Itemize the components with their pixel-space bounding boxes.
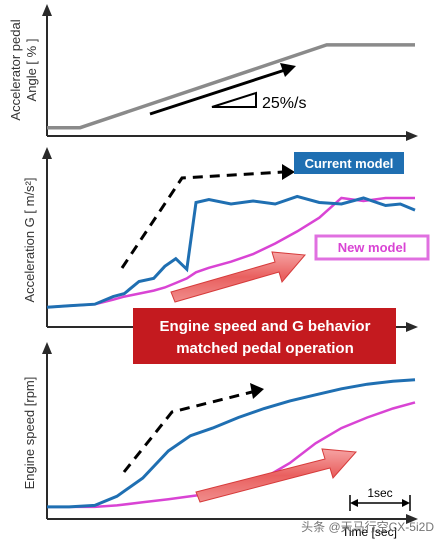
accel-dashed-trend-arrow bbox=[120, 170, 284, 269]
speed-current-model-line bbox=[47, 378, 416, 509]
accel-y-label: Acceleration G [ m/s²] bbox=[22, 178, 37, 303]
banner-line-1: Engine speed and G behavior bbox=[160, 318, 371, 335]
pedal-trend-arrow bbox=[149, 68, 286, 116]
scale-arrow-right bbox=[402, 499, 410, 507]
pedal-panel: 25%/s Accelerator pedal Angle [ % ] bbox=[8, 4, 418, 141]
legend-new-model-box bbox=[314, 234, 430, 261]
accel-current-model-line bbox=[46, 194, 416, 309]
highlight-banner: Engine speed and G behavior matched peda… bbox=[133, 308, 396, 364]
accel-x-axis-arrowhead bbox=[406, 322, 418, 332]
speed-dashed-arrowhead bbox=[250, 383, 264, 399]
pedal-y-label-line1: Accelerator pedal bbox=[8, 19, 23, 120]
banner-box bbox=[133, 308, 396, 364]
acceleration-panel: Current model New model Acceleration G [… bbox=[22, 147, 430, 332]
legend-new-model: New model bbox=[314, 234, 430, 261]
speed-y-label: Engine speed [rpm] bbox=[22, 377, 37, 490]
legend-new-model-label: New model bbox=[338, 240, 407, 255]
legend-current-model: Current model bbox=[294, 152, 404, 174]
pedal-angle-line bbox=[47, 43, 415, 130]
speed-x-axis-arrowhead bbox=[406, 514, 418, 524]
banner-line-2: matched pedal operation bbox=[176, 340, 354, 357]
slope-label: 25%/s bbox=[262, 95, 306, 112]
slope-triangle bbox=[211, 91, 257, 108]
scale-label: 1sec bbox=[367, 486, 392, 500]
pedal-x-axis-arrowhead bbox=[406, 131, 418, 141]
speed-dashed-trend-arrow bbox=[122, 390, 253, 473]
pedal-trend-arrowhead bbox=[280, 63, 296, 77]
watermark: 头条 @天马行空CX-5i2D bbox=[301, 520, 434, 534]
engine-speed-panel: 1sec Time [sec] Engine speed [rpm] bbox=[22, 342, 418, 539]
pedal-y-label-line2: Angle [ % ] bbox=[24, 39, 39, 102]
legend-current-model-label: Current model bbox=[305, 156, 394, 171]
speed-y-axis-arrowhead bbox=[42, 342, 52, 354]
legend-current-model-box bbox=[294, 152, 404, 174]
speed-red-trend-arrow bbox=[195, 448, 358, 503]
scale-arrow-left bbox=[350, 499, 358, 507]
accel-red-trend-arrow bbox=[170, 251, 307, 303]
accel-y-axis-arrowhead bbox=[42, 147, 52, 159]
accel-dashed-arrowhead bbox=[282, 164, 295, 180]
pedal-y-axis-arrowhead bbox=[42, 4, 52, 16]
time-scale-marker: 1sec bbox=[349, 486, 411, 511]
x-axis-label: Time [sec] bbox=[342, 525, 397, 539]
